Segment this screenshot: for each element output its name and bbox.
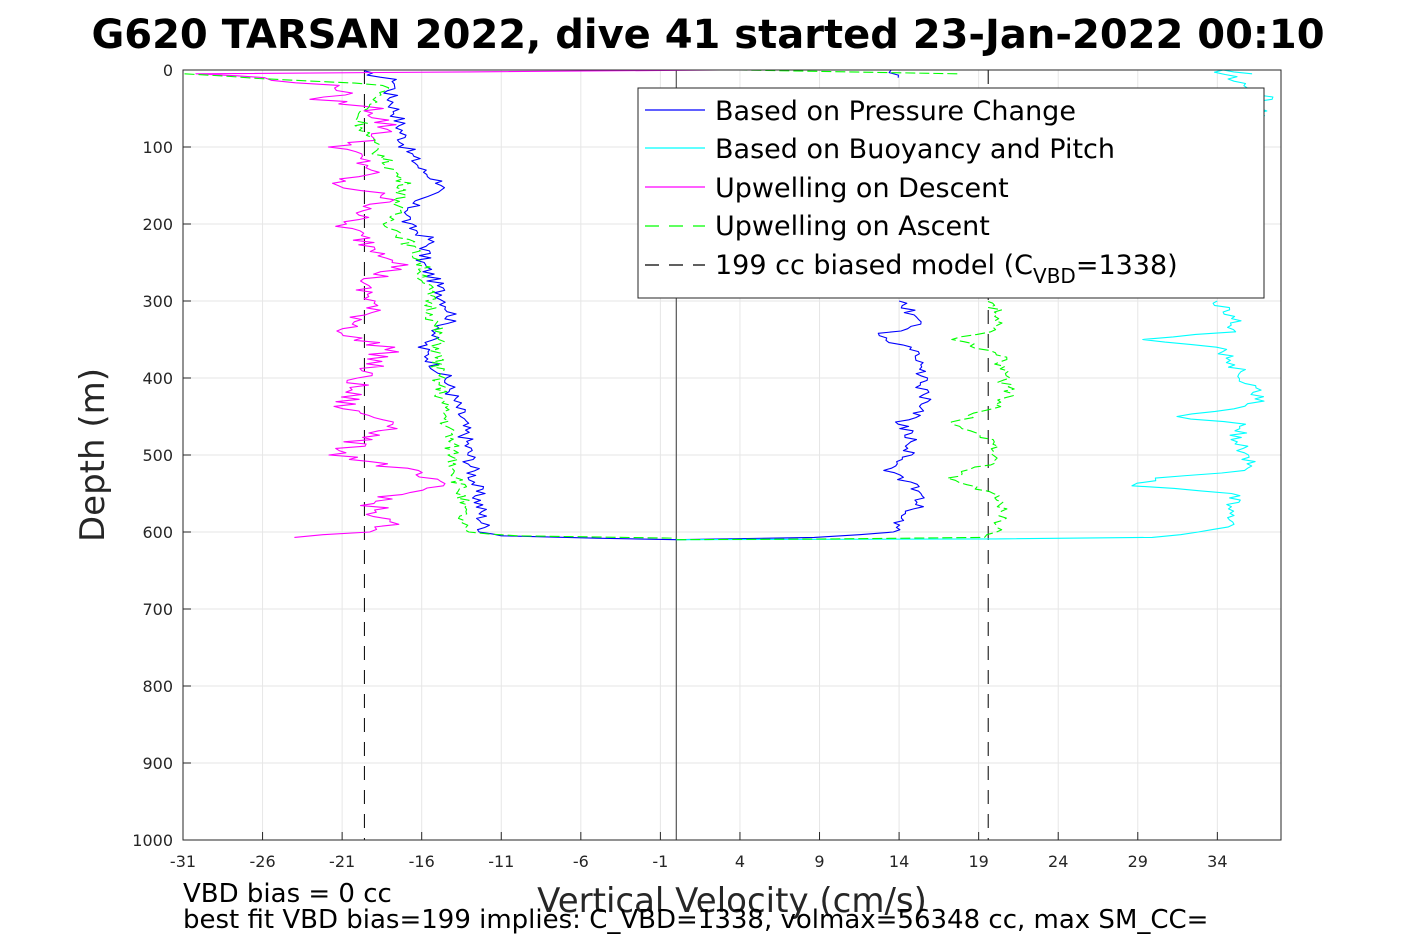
series-line-upwelling-on-ascent-ascent	[676, 300, 1015, 541]
y-tick-label: 100	[142, 138, 173, 157]
chart-title: G620 TARSAN 2022, dive 41 started 23-Jan…	[91, 12, 1324, 58]
y-tick-label: 400	[142, 369, 173, 388]
x-tick-label: 9	[814, 852, 824, 871]
x-tick-label: 19	[968, 852, 988, 871]
x-tick-label: -16	[409, 852, 435, 871]
y-tick-labels: 0 100 200 300 400 500 600 700 800 900 1000	[132, 61, 173, 850]
y-tick-label: 0	[163, 61, 173, 80]
x-tick-label: 24	[1048, 852, 1068, 871]
x-tick-label: 29	[1128, 852, 1148, 871]
legend-label-biased-model-sub: VBD	[1033, 264, 1076, 288]
y-tick-label: 700	[142, 600, 173, 619]
legend-label-biased-model-suffix: =1338)	[1076, 250, 1178, 281]
x-tick-label: -31	[170, 852, 196, 871]
x-tick-label: -6	[573, 852, 589, 871]
legend-label-biased-model: 199 cc biased model (CVBD=1338)	[715, 250, 1178, 288]
y-tick-label: 900	[142, 754, 173, 773]
best-fit-note: best fit VBD bias=199 implies: C_VBD=133…	[183, 905, 1208, 935]
legend-box	[637, 87, 1265, 299]
legend-label-buoyancy: Based on Buoyancy and Pitch	[715, 134, 1115, 165]
legend: Based on Pressure Change Based on Buoyan…	[637, 87, 1265, 299]
x-tick-label: 4	[735, 852, 745, 871]
series-line-upwelling-on-ascent-descent	[184, 73, 677, 539]
x-tick-label: -21	[329, 852, 355, 871]
y-tick-label: 600	[142, 523, 173, 542]
series-line-based-on-pressure-change-ascent	[676, 300, 932, 541]
plot-frame	[182, 69, 1282, 841]
series-line-based-on-pressure-change-descent	[364, 70, 677, 541]
legend-label-upwelling-ascent: Upwelling on Ascent	[715, 211, 990, 242]
x-tick-label: 14	[889, 852, 909, 871]
x-tick-labels: -31 -26 -21 -16 -11 -6 -1 4 9 14 19 24 29 34	[170, 852, 1228, 871]
x-tick-label: -11	[488, 852, 514, 871]
y-tick-label: 500	[142, 446, 173, 465]
series-line-upwelling-on-ascent-surface	[739, 69, 958, 75]
series-line-based-on-buoyancy-and-pitch-ascent	[676, 300, 1265, 541]
series-line-upwelling-on-descent-descent	[195, 69, 721, 538]
y-tick-label: 300	[142, 292, 173, 311]
legend-label-upwelling-descent: Upwelling on Descent	[715, 173, 1009, 204]
x-axis-label: Vertical Velocity (cm/s)	[537, 881, 927, 921]
y-tick-label: 200	[142, 215, 173, 234]
vbd-bias-note: VBD bias = 0 cc	[183, 879, 392, 909]
legend-label-biased-model-main: 199 cc biased model (C	[715, 250, 1033, 281]
x-tick-label: -1	[652, 852, 668, 871]
y-tick-label: 800	[142, 677, 173, 696]
legend-label-pressure: Based on Pressure Change	[715, 96, 1076, 127]
x-tick-label: -26	[249, 852, 275, 871]
y-axis-label: Depth (m)	[73, 368, 113, 542]
series-line-based-on-pressure-change-surface	[888, 69, 899, 78]
y-tick-label: 1000	[132, 831, 173, 850]
x-tick-label: 34	[1207, 852, 1227, 871]
